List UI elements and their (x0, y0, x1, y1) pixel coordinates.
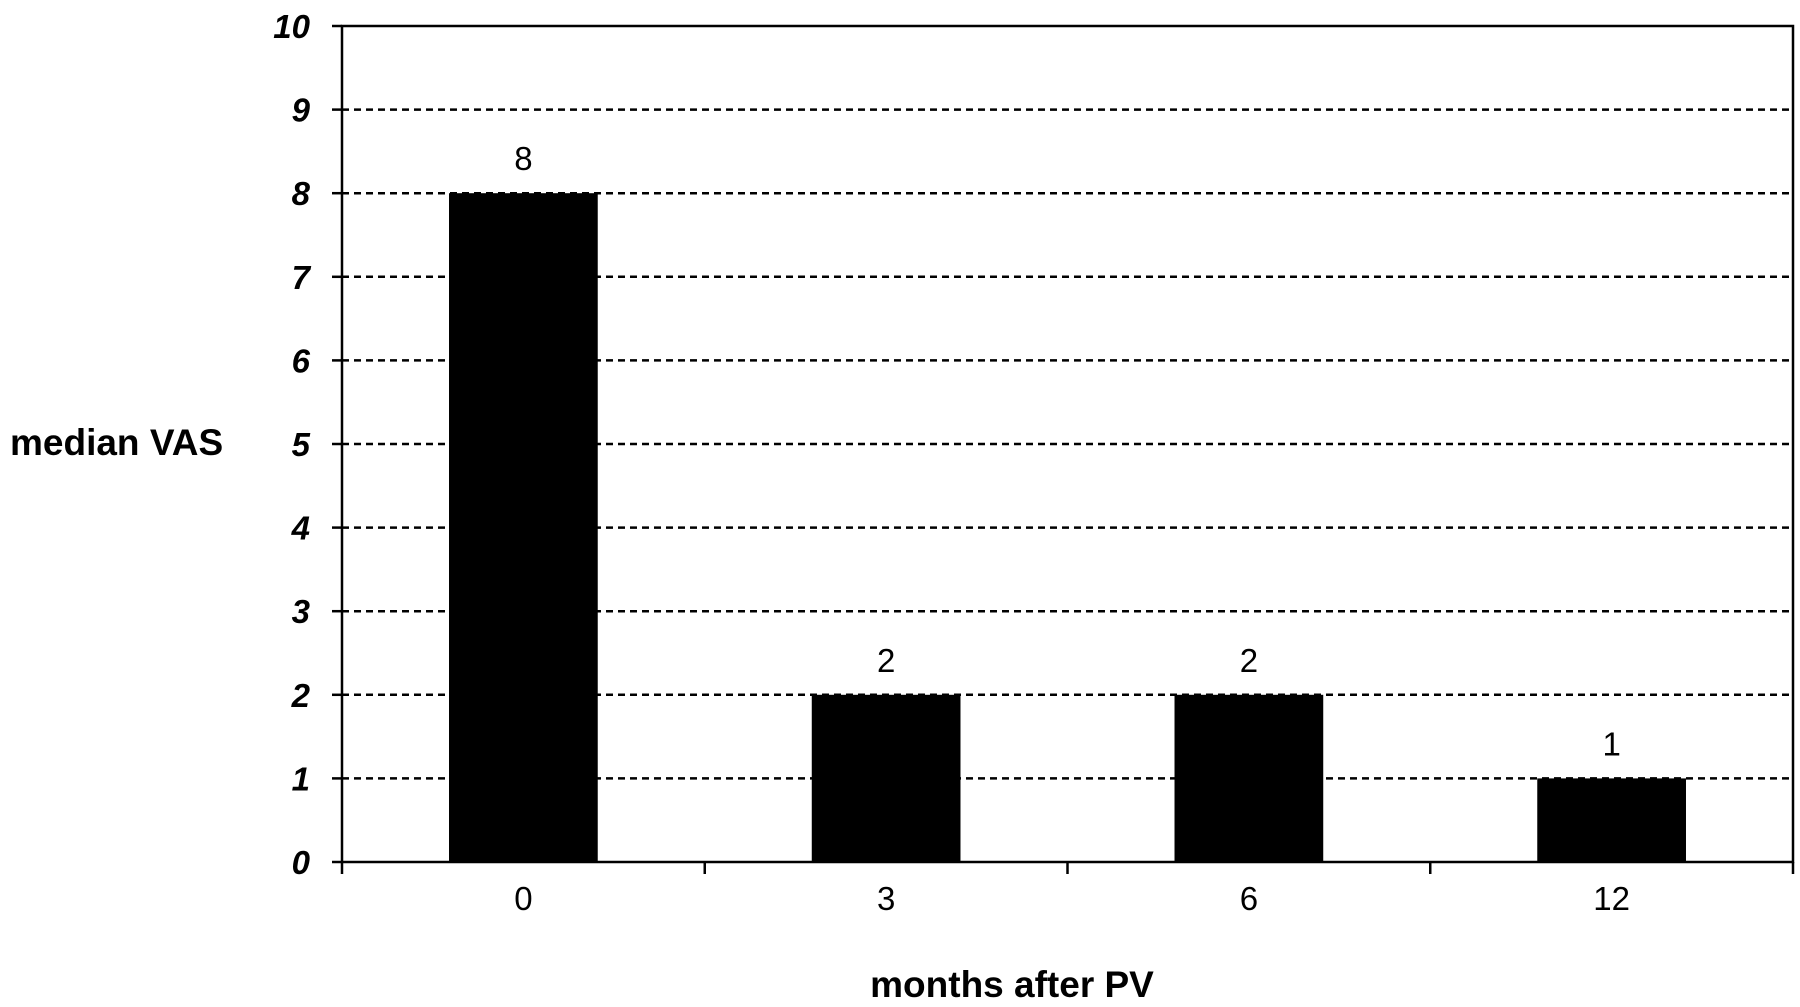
y-tick-label: 0 (292, 844, 311, 881)
data-label: 1 (1602, 725, 1620, 762)
bar-0 (449, 193, 598, 862)
y-tick-label: 10 (273, 8, 310, 45)
y-tick-label: 5 (292, 426, 311, 463)
x-tick-label: 0 (514, 880, 532, 917)
x-axis-label: months after PV (870, 964, 1154, 1005)
y-axis-label: median VAS (10, 422, 223, 463)
bars (449, 193, 1686, 862)
x-tick-labels: 0 3 6 12 (514, 880, 1630, 917)
data-labels: 8 2 2 1 (514, 140, 1621, 762)
y-tick-label: 7 (292, 259, 312, 296)
y-tick-labels: 0 1 2 3 4 5 6 7 8 9 10 (273, 8, 311, 881)
bar-12 (1537, 778, 1686, 862)
data-label: 8 (514, 140, 532, 177)
x-tick-label: 3 (877, 880, 895, 917)
data-label: 2 (1240, 642, 1258, 679)
y-tick-label: 6 (292, 342, 311, 379)
bar-3 (811, 694, 961, 862)
x-tick-label: 12 (1593, 880, 1630, 917)
y-tick-label: 3 (292, 593, 310, 630)
y-tick-label: 2 (291, 677, 311, 714)
x-tick-label: 6 (1240, 880, 1258, 917)
y-tick-label: 4 (291, 510, 310, 547)
y-tick-label: 9 (292, 92, 311, 129)
bar-6 (1174, 694, 1324, 862)
y-tick-label: 1 (292, 760, 310, 797)
axes (332, 24, 1795, 874)
y-tick-label: 8 (292, 175, 311, 212)
data-label: 2 (877, 642, 895, 679)
